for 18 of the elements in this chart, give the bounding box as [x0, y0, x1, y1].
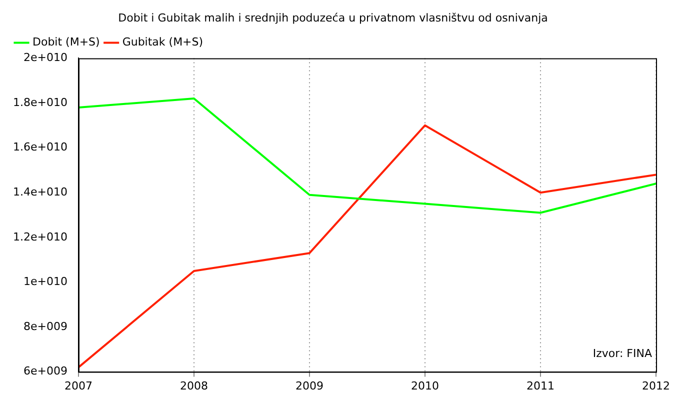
legend-label: Dobit (M+S) — [32, 36, 100, 49]
x-tick-label: 2007 — [64, 379, 92, 392]
y-tick-label: 8e+009 — [23, 320, 68, 333]
y-tick-label: 1.6e+010 — [12, 140, 68, 154]
y-tick-label: 1.4e+010 — [12, 185, 68, 198]
x-tick-label: 2008 — [180, 379, 208, 392]
y-tick-label: 1.2e+010 — [12, 230, 68, 244]
y-tick-label: 6e+009 — [23, 364, 68, 378]
x-tick-label: 2012 — [642, 379, 670, 392]
annotation: Izvor: FINA — [592, 347, 652, 360]
x-tick-label: 2011 — [526, 379, 554, 392]
y-tick-label: 1.8e+010 — [12, 96, 68, 109]
x-tick-label: 2010 — [410, 379, 439, 392]
y-tick-label: 1e+010 — [23, 275, 68, 288]
y-tick-label: 2e+010 — [23, 51, 68, 64]
chart-title: Dobit i Gubitak malih i srednjih poduzeća u privatnom vlasništvu od osnivanja — [118, 11, 548, 24]
legend-label: Gubitak (M+S) — [122, 36, 204, 49]
x-tick-label: 2009 — [295, 379, 324, 392]
